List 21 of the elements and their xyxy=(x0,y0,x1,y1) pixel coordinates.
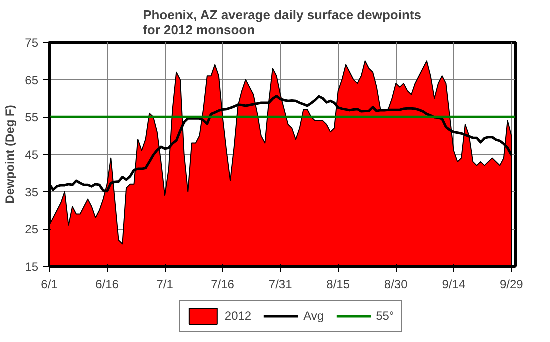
x-tick-label: 8/15 xyxy=(326,278,350,292)
legend-label: 55° xyxy=(376,309,396,323)
x-tick-label: 7/16 xyxy=(211,278,235,292)
chart-title: Phoenix, AZ average daily surface dewpoints for 2012 monsoon xyxy=(143,8,422,38)
x-tick-label: 8/30 xyxy=(384,278,408,292)
y-tick-label: 55 xyxy=(25,110,39,125)
x-tick-label: 7/1 xyxy=(156,278,174,292)
y-tick-label: 75 xyxy=(25,36,39,50)
legend-label: Avg xyxy=(304,309,324,323)
y-tick-label: 45 xyxy=(25,148,39,162)
y-tick-label: 25 xyxy=(25,222,39,237)
y-axis-title: Dewpoint (Deg F) xyxy=(3,105,18,204)
legend-label: 2012 xyxy=(224,309,252,323)
x-tick-label: 6/16 xyxy=(96,278,120,292)
x-tick-label: 9/14 xyxy=(442,278,466,292)
x-tick-label: 6/1 xyxy=(41,278,58,292)
y-tick-label: 35 xyxy=(25,185,39,200)
x-tick-label: 7/31 xyxy=(268,278,293,292)
y-tick-label: 15 xyxy=(25,260,39,274)
x-tick-label: 9/29 xyxy=(500,278,524,292)
y-tick-label: 65 xyxy=(25,73,39,88)
